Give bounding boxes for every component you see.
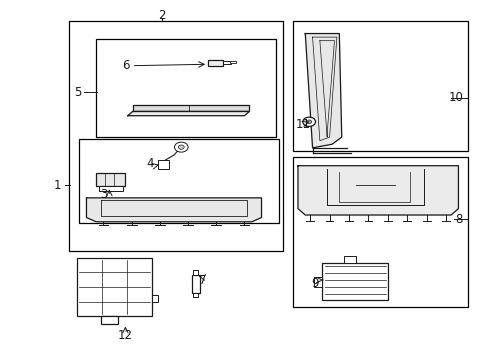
Polygon shape — [86, 198, 261, 222]
Circle shape — [306, 120, 311, 123]
Bar — [292, 157, 467, 307]
Bar — [158, 160, 168, 169]
Bar — [101, 316, 118, 324]
Bar — [152, 295, 158, 302]
Text: 4: 4 — [145, 157, 153, 170]
Text: 5: 5 — [74, 86, 81, 99]
Circle shape — [174, 142, 188, 152]
Text: 10: 10 — [447, 91, 463, 104]
Circle shape — [302, 117, 315, 126]
Bar — [193, 270, 198, 275]
Polygon shape — [305, 33, 341, 148]
Bar — [313, 276, 322, 287]
Text: 8: 8 — [454, 213, 461, 226]
Text: 6: 6 — [122, 59, 129, 72]
Bar — [230, 61, 236, 63]
Bar — [207, 60, 222, 66]
Text: 11: 11 — [295, 118, 310, 131]
Bar — [322, 263, 387, 300]
Bar — [79, 139, 278, 223]
Text: 7: 7 — [199, 274, 206, 287]
Bar — [292, 21, 467, 152]
Bar — [77, 257, 152, 316]
Bar — [96, 173, 125, 186]
Bar — [99, 186, 122, 191]
Text: 2: 2 — [158, 9, 165, 22]
Polygon shape — [132, 104, 249, 111]
Text: 12: 12 — [118, 329, 133, 342]
Circle shape — [178, 145, 184, 149]
Text: 1: 1 — [54, 179, 61, 192]
Text: 3: 3 — [100, 188, 107, 201]
Bar — [193, 293, 198, 297]
Bar — [222, 61, 231, 64]
Polygon shape — [297, 166, 458, 215]
Bar — [96, 39, 276, 137]
Bar — [69, 21, 283, 251]
Polygon shape — [127, 111, 249, 116]
Text: 9: 9 — [311, 277, 318, 290]
Bar — [192, 275, 200, 293]
Bar — [344, 256, 356, 263]
